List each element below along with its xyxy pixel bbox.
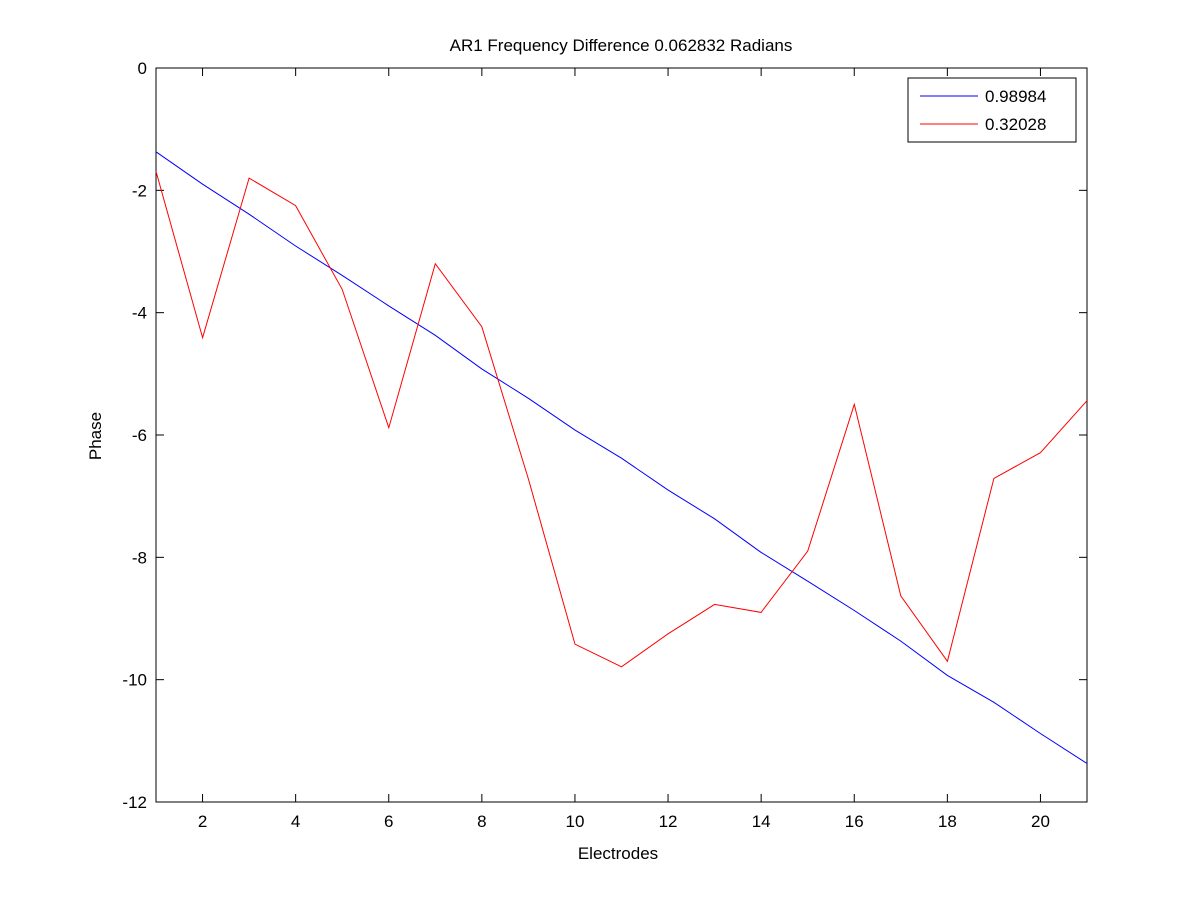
x-tick-label: 6 — [384, 812, 393, 831]
y-tick-label: -12 — [122, 793, 147, 812]
x-tick-label: 18 — [938, 812, 957, 831]
series-line-2 — [155, 171, 1088, 668]
y-tick-label: -2 — [132, 181, 147, 200]
x-tick-label: 16 — [845, 812, 864, 831]
legend-label: 0.32028 — [985, 115, 1046, 134]
y-tick-label: -4 — [132, 304, 147, 323]
chart-title: AR1 Frequency Difference 0.062832 Radian… — [450, 36, 793, 55]
y-axis: 0 -2 -4 -6 -8 -10 -12 — [122, 59, 1087, 812]
y-tick-label: -6 — [132, 426, 147, 445]
legend-label: 0.98984 — [985, 87, 1046, 106]
series-line-1 — [155, 151, 1088, 764]
x-tick-label: 8 — [477, 812, 486, 831]
x-tick-label: 14 — [752, 812, 771, 831]
series-layer — [155, 151, 1088, 764]
legend: 0.98984 0.32028 — [907, 77, 1077, 143]
x-tick-label: 2 — [198, 812, 207, 831]
x-tick-label: 10 — [565, 812, 584, 831]
x-axis: 2 4 6 8 10 12 14 16 18 20 — [198, 68, 1050, 831]
y-axis-label: Phase — [86, 412, 105, 460]
x-tick-label: 4 — [291, 812, 300, 831]
y-tick-label: -10 — [122, 671, 147, 690]
x-tick-label: 12 — [659, 812, 678, 831]
x-axis-label: Electrodes — [578, 844, 658, 863]
legend-box — [907, 77, 1077, 143]
x-tick-label: 20 — [1031, 812, 1050, 831]
y-tick-label: -8 — [132, 548, 147, 567]
y-tick-label: 0 — [138, 59, 147, 78]
